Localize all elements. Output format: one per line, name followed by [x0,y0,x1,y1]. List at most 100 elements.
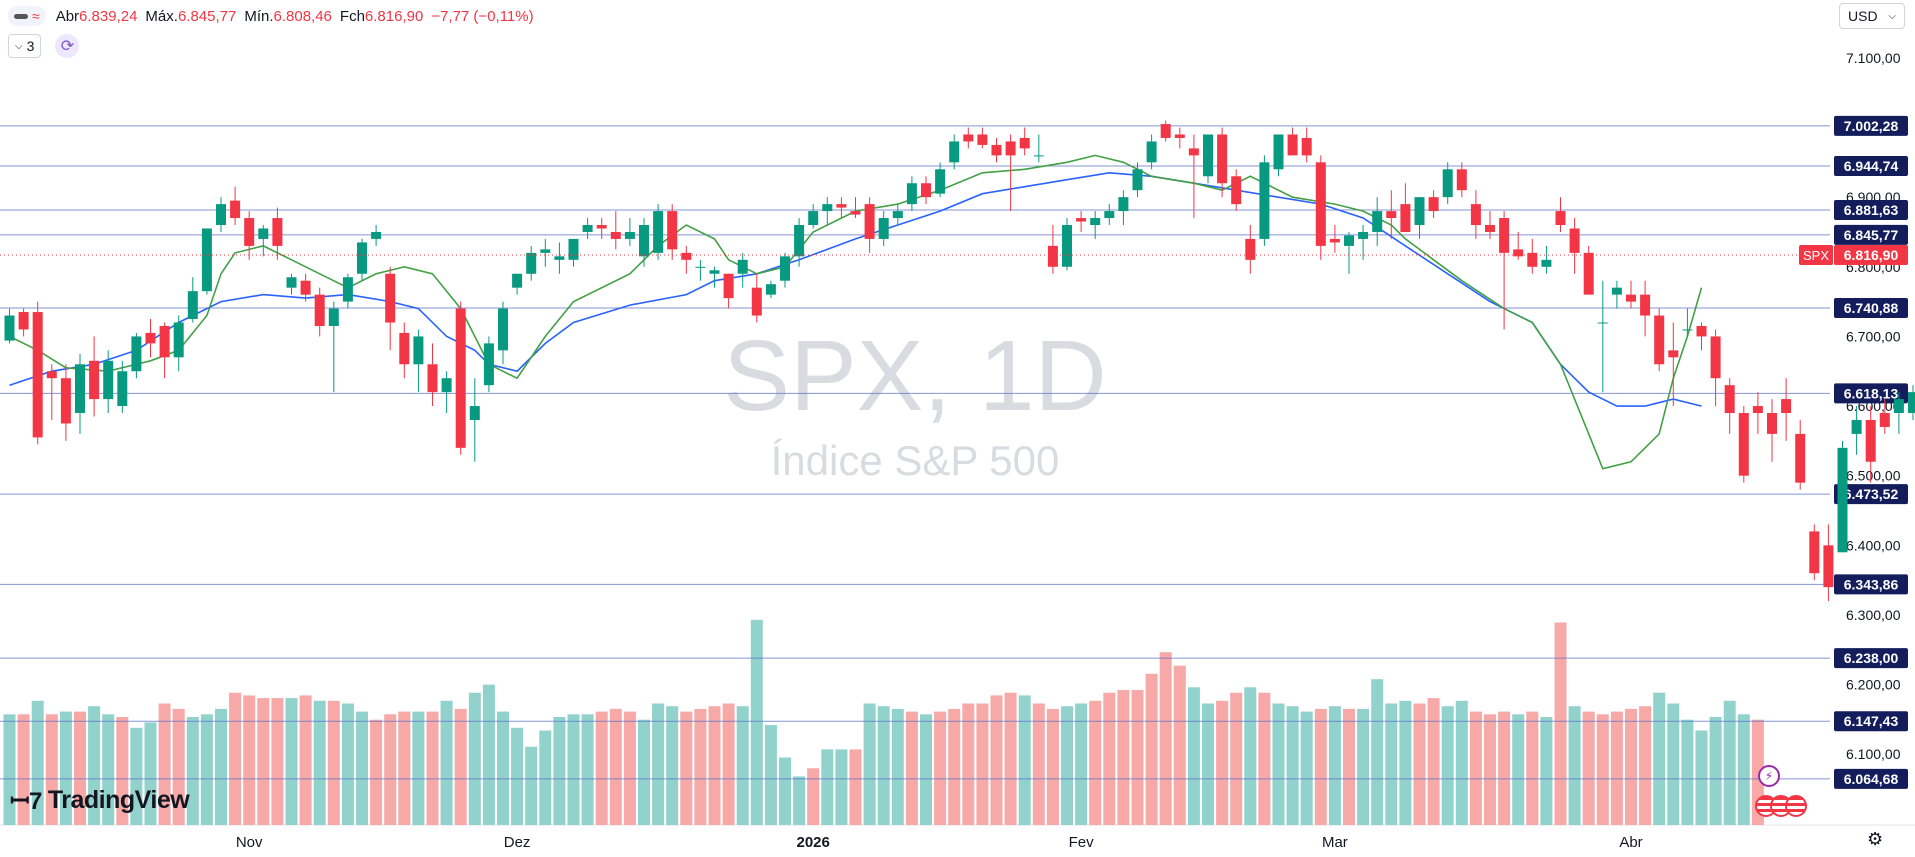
volume-bar [976,703,989,825]
volume-bar [1399,700,1412,825]
price-badge [1834,648,1908,669]
volume-bar [1343,708,1355,825]
tradingview-logo[interactable]: ꟷ7 TradingView [10,784,190,817]
volume-bar [1385,703,1398,825]
volume-bar [299,695,312,825]
candle-body [1217,134,1228,184]
price-badge [1834,224,1908,245]
volume-bar [186,717,199,825]
currency-select[interactable]: USD ⌵ [1839,3,1905,29]
legend-toggle[interactable]: ≈ [8,6,46,26]
price-badge [1834,115,1908,136]
candle-body [681,252,692,260]
volume-bar [1596,714,1609,825]
volume-bar [1455,700,1468,825]
candle-body [1273,134,1284,170]
candle-body [554,256,565,260]
candle-body [1287,134,1298,156]
candle-body [737,259,748,274]
price-badge-label: 6.740,88 [1844,300,1899,316]
candle-body [709,270,720,274]
open-value: 6.839,24 [79,7,138,25]
price-badge [1834,297,1908,318]
candle-body [1710,336,1721,379]
volume-bar [158,703,171,825]
volume-bar [595,711,608,825]
volume-bar [1498,711,1511,825]
candle-body [1315,162,1326,246]
candle-body [342,277,353,302]
currency-value: USD [1848,8,1878,24]
volume-bar [1117,690,1130,825]
volume-bar [144,722,157,825]
chevron-down-icon: ⌵ [1888,10,1896,22]
volume-bar [1272,703,1285,825]
price-badge-label: 6.238,00 [1844,650,1899,666]
low-label: Mín. [244,7,274,25]
y-tick-label: 6.200,00 [1846,677,1901,693]
price-badge [1834,711,1908,732]
candle-body [1640,294,1651,316]
price-badge [1834,383,1908,404]
volume-bar [539,730,552,825]
candle-body [921,183,931,198]
volume-bar [1187,687,1200,825]
candle-body [1893,399,1904,414]
volume-bar [722,703,735,825]
candle-body [1456,169,1467,191]
y-tick-label: 6.300,00 [1846,607,1901,623]
candle-body [1344,235,1354,246]
candle-body [512,273,523,288]
x-tick-label: Nov [236,834,263,851]
volume-bar [59,711,72,825]
candle-body [1470,204,1481,226]
gear-icon[interactable]: ⚙ [1867,829,1884,849]
refresh-icon[interactable]: ⟳ [55,34,80,58]
candle-body [1879,413,1890,427]
candle-body [1485,225,1495,232]
candle-body [483,343,494,386]
volume-bar [1582,711,1595,825]
candle-body [18,312,29,330]
last-price-label: 6.816,90 [1844,247,1899,263]
chevron-down-icon: ⌵ [15,40,23,52]
candle-body [1442,169,1453,198]
candle-body [1104,211,1115,219]
volume-bar [1202,703,1214,825]
indicators-toggle-button[interactable]: ⌵ 3 [8,34,42,58]
wave-icon: ≈ [32,8,40,24]
candle-body [526,252,537,274]
close-label: Fch [339,7,365,25]
candle-body [1188,148,1199,156]
us-flag-event-icon[interactable] [1785,795,1807,817]
indicator-row: ⌵ 3 ⟳ [8,34,80,58]
volume-bar [1286,706,1299,825]
volume-bar [821,749,834,825]
volume-bar [511,727,524,825]
volume-bar [849,749,862,825]
candle-body [1597,322,1608,324]
candle-body [1203,134,1213,177]
candle-body [935,169,946,194]
candle-body [357,242,367,274]
lightning-event-icon[interactable]: ⚡ [1758,765,1780,787]
volume-bar [1131,690,1144,825]
volume-bar [835,749,848,825]
volume-bar [1244,687,1257,825]
volume-bar [412,711,425,825]
candle-body [89,360,100,400]
candle-body [1541,259,1552,267]
volume-bar [1484,714,1496,825]
price-badge-label: 6.147,43 [1844,713,1899,729]
candle-body [286,277,297,288]
volume-bar [130,727,143,825]
volume-bar [426,711,439,825]
volume-bar [1145,673,1158,825]
candle-body [1908,392,1915,414]
candle-body [385,273,396,323]
volume-bar [1371,679,1384,825]
candle-body [1499,218,1510,253]
candle-body [413,336,424,365]
candle-body [1019,137,1030,149]
